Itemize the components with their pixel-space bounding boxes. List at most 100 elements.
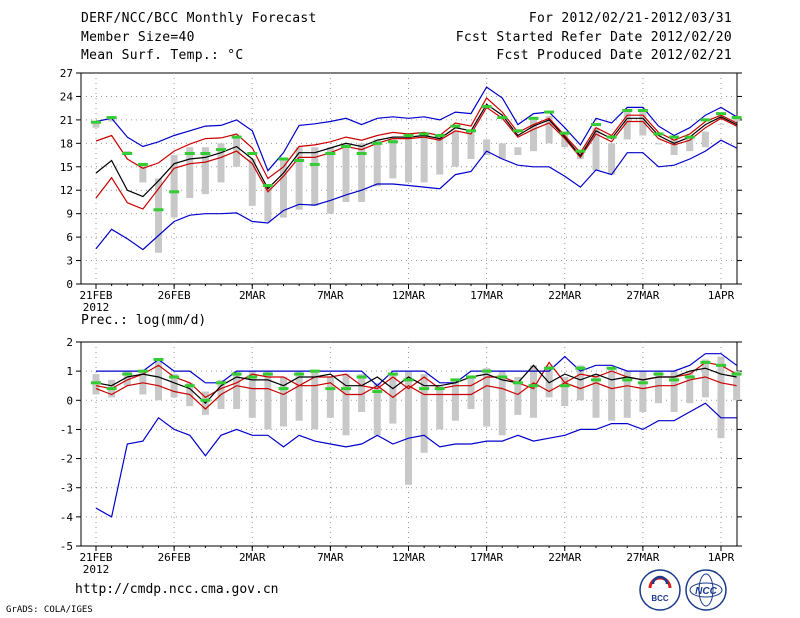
y-tick-label: -3 bbox=[60, 482, 73, 495]
spread-bar bbox=[326, 376, 334, 418]
x-tick-label: 27MAR bbox=[626, 289, 659, 302]
y-tick-label: 21 bbox=[60, 114, 73, 127]
spread-bar bbox=[186, 147, 194, 199]
spread-bar bbox=[608, 368, 616, 421]
y-tick-label: -1 bbox=[60, 423, 73, 436]
ncc-logo: NCC bbox=[685, 569, 727, 611]
spread-bar bbox=[498, 371, 506, 436]
panel-title: Prec.: log(mm/d) bbox=[81, 313, 206, 328]
x-tick-label: 17MAR bbox=[470, 289, 503, 302]
spread-bar bbox=[201, 147, 209, 195]
spread-bar bbox=[295, 147, 303, 210]
spread-bar bbox=[530, 119, 537, 152]
spread-bar bbox=[217, 143, 225, 183]
spread-bar bbox=[467, 376, 475, 410]
spread-bar bbox=[483, 139, 491, 156]
chart-title: DERF/NCC/BCC Monthly Forecast bbox=[81, 11, 317, 26]
series-line-lower bbox=[95, 376, 737, 410]
grads-credit: GrADS: COLA/IGES bbox=[6, 605, 93, 615]
y-tick-label: 27 bbox=[60, 67, 73, 80]
spread-bar bbox=[170, 374, 178, 398]
spread-bar bbox=[701, 131, 709, 148]
y-tick-label: -4 bbox=[60, 511, 74, 524]
spread-bar bbox=[373, 139, 381, 187]
started-refer-date: Fcst Started Refer Date 2012/02/20 bbox=[455, 30, 732, 45]
spread-bar bbox=[280, 158, 287, 218]
series-line-lower bbox=[95, 106, 737, 210]
x-tick-label: 1APR bbox=[708, 289, 735, 302]
spread-bar bbox=[686, 371, 694, 404]
y-tick-label: -2 bbox=[60, 453, 73, 466]
spread-bar bbox=[139, 162, 147, 183]
y-tick-label: 3 bbox=[66, 255, 73, 268]
spread-bar bbox=[405, 135, 412, 183]
spread-bar bbox=[170, 155, 178, 218]
spread-bar bbox=[483, 368, 491, 427]
spread-bar bbox=[358, 143, 366, 202]
spread-bar bbox=[733, 371, 741, 401]
x-tick-label: 12MAR bbox=[392, 289, 425, 302]
x-tick-label: 22MAR bbox=[548, 289, 581, 302]
spread-bar bbox=[467, 131, 475, 159]
spread-bar bbox=[592, 127, 600, 171]
spread-bar bbox=[639, 371, 647, 412]
spread-bar bbox=[233, 371, 241, 410]
spread-bar bbox=[311, 147, 319, 206]
x-tick-label: 2MAR bbox=[239, 551, 266, 564]
produced-date: Fcst Produced Date 2012/02/21 bbox=[496, 48, 732, 63]
y-tick-label: 0 bbox=[66, 278, 73, 291]
spread-bar bbox=[545, 365, 553, 398]
spread-bar bbox=[264, 371, 272, 430]
y-tick-label: 0 bbox=[66, 394, 73, 407]
spread-bar bbox=[248, 158, 256, 206]
spread-bar bbox=[561, 376, 569, 407]
x-year-label: 2012 bbox=[83, 563, 110, 576]
spread-bar bbox=[545, 115, 553, 144]
spread-bar bbox=[295, 371, 303, 421]
spread-bar bbox=[451, 131, 459, 167]
spread-bar bbox=[342, 143, 350, 202]
spread-bar bbox=[514, 376, 522, 415]
x-tick-label: 12MAR bbox=[392, 551, 425, 564]
spread-bar bbox=[498, 143, 506, 159]
x-tick-label: 21FEB bbox=[79, 551, 112, 564]
spread-bar bbox=[639, 112, 647, 136]
spread-bar bbox=[451, 379, 459, 421]
temperature-panel: 0 3 6 9 12 15 18 21 24 27 21FEB 26FEB 2MAR 7MAR 12MAR 1… bbox=[60, 67, 742, 314]
x-tick-label: 22MAR bbox=[548, 551, 581, 564]
source-url[interactable]: http://cmdp.ncc.cma.gov.cn bbox=[75, 582, 279, 597]
spread-bar bbox=[248, 371, 256, 418]
spread-bar bbox=[670, 139, 678, 156]
spread-bar bbox=[623, 371, 631, 418]
spread-bar bbox=[155, 359, 162, 401]
forecast-period: For 2012/02/21-2012/03/31 bbox=[528, 11, 732, 26]
spread-bar bbox=[576, 365, 584, 401]
spread-bar bbox=[436, 385, 444, 430]
y-tick-label: 2 bbox=[66, 336, 73, 349]
x-tick-label: 26FEB bbox=[158, 551, 191, 564]
spread-bar bbox=[530, 365, 537, 418]
x-tick-label: 27MAR bbox=[626, 551, 659, 564]
series-line-min bbox=[95, 139, 737, 251]
x-tick-label: 21FEB bbox=[79, 289, 112, 302]
x-year-label: 2012 bbox=[83, 301, 110, 314]
spread-bar bbox=[155, 178, 162, 253]
y-tick-label: 9 bbox=[66, 208, 73, 221]
bcc-logo: BCC bbox=[639, 569, 681, 611]
spread-bar bbox=[389, 374, 397, 424]
x-tick-label: 26FEB bbox=[158, 289, 191, 302]
spread-bar bbox=[420, 135, 428, 183]
series-line-mean bbox=[95, 103, 737, 198]
spread-bar bbox=[326, 147, 334, 214]
spread-bar bbox=[608, 143, 616, 175]
spread-bar bbox=[342, 374, 350, 436]
spread-bar bbox=[405, 371, 412, 485]
series-line-upper bbox=[95, 97, 737, 180]
y-tick-label: 24 bbox=[60, 90, 74, 103]
x-tick-label: 2MAR bbox=[239, 289, 266, 302]
x-tick-label: 1APR bbox=[708, 551, 735, 564]
precipitation-panel: -5 -4 -3 -2 -1 0 1 2 21FEB 26FEB 2MAR 7MAR 12MAR 17MA… bbox=[60, 313, 742, 576]
spread-bar bbox=[108, 117, 116, 122]
y-tick-label: 12 bbox=[60, 184, 73, 197]
